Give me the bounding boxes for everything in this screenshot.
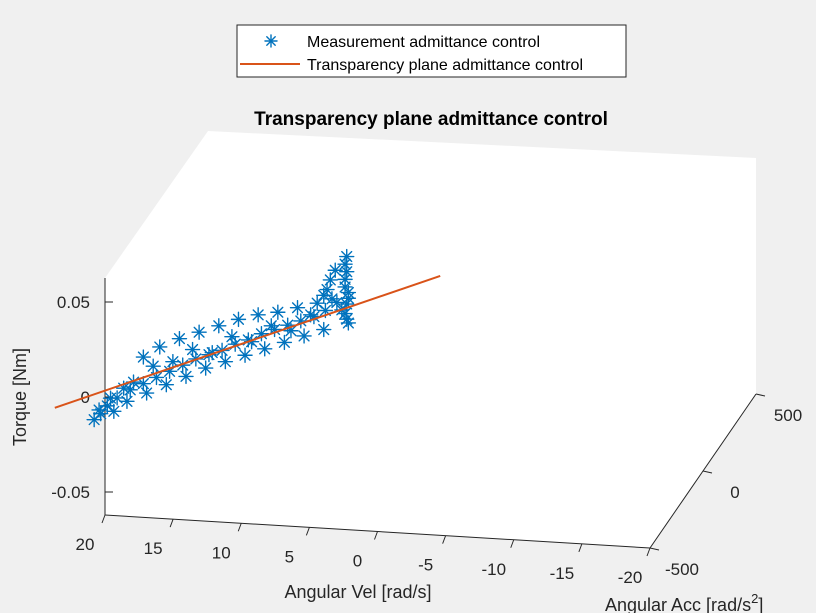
- x-tick-label: 0: [353, 552, 362, 571]
- scatter-point: [289, 300, 306, 316]
- x-tick-label: 10: [212, 543, 231, 562]
- y-axis-label-main: Angular Acc [rad/s: [605, 595, 751, 613]
- x-tick-mark: [510, 539, 515, 548]
- y-tick-label: -500: [665, 560, 699, 579]
- y-tick-mark: [702, 470, 713, 474]
- scatter-point: [276, 334, 293, 351]
- scatter-point: [197, 360, 214, 376]
- scatter-point: [145, 358, 161, 374]
- x-tick-mark: [646, 547, 651, 557]
- scatter-point: [309, 295, 325, 311]
- scatter-point: [293, 313, 309, 329]
- scatter-point: [152, 339, 168, 355]
- scatter-point: [106, 403, 122, 420]
- x-tick-label: -10: [481, 560, 506, 579]
- y-axis-label: Angular Acc [rad/s2]: [605, 591, 763, 613]
- z-axis-label: Torque [Nm]: [10, 348, 30, 446]
- scatter-point: [211, 318, 227, 334]
- x-tick-mark: [169, 518, 174, 528]
- scatter-point: [237, 347, 253, 363]
- y-tick-mark: [649, 547, 660, 551]
- scatter-point: [86, 411, 102, 428]
- scatter-point: [339, 248, 355, 265]
- scatter-point: [184, 341, 201, 358]
- scatter-point: [91, 402, 107, 418]
- x-tick-mark: [578, 543, 583, 553]
- z-tick-label: 0.05: [57, 293, 90, 312]
- y-axis-label-close: ]: [758, 595, 763, 613]
- scatter-point: [257, 341, 273, 357]
- axes-back-plane: [105, 131, 756, 548]
- legend-marker-measurement: [264, 34, 278, 48]
- x-tick-mark: [374, 531, 378, 540]
- x-tick-label: -5: [418, 556, 433, 575]
- scatter-point: [171, 330, 188, 347]
- scatter-point: [102, 390, 119, 406]
- x-tick-label: 15: [144, 539, 163, 558]
- scatter-point: [135, 349, 152, 365]
- x-tick-mark: [237, 523, 242, 532]
- scatter-point: [158, 377, 175, 393]
- x-tick-label: -20: [618, 568, 643, 587]
- x-tick-label: -15: [550, 564, 575, 583]
- y-tick-label: 500: [774, 406, 802, 425]
- scatter-point: [119, 393, 135, 410]
- x-ticks: 20 15 10 5 0 -5 -10 -15 -20: [76, 514, 651, 587]
- scatter-point: [165, 353, 181, 370]
- scatter-point: [339, 264, 355, 280]
- scatter-point: [191, 324, 207, 340]
- scatter-point: [270, 304, 286, 320]
- scatter-point: [316, 321, 332, 338]
- scatter-point: [322, 272, 339, 288]
- scatter-point: [329, 294, 345, 311]
- y-tick-mark: [755, 393, 766, 397]
- scatter-point: [250, 307, 266, 323]
- scatter-point: [230, 311, 247, 328]
- legend: Measurement admittance control Transpare…: [236, 24, 627, 78]
- y-tick-label: 0: [730, 483, 739, 502]
- legend-asterisk: [264, 34, 278, 48]
- scatter-point: [138, 385, 155, 401]
- scatter-point: [178, 368, 194, 385]
- transparency-plane-line: [54, 274, 441, 409]
- z-tick-label: -0.05: [51, 483, 90, 502]
- legend-label-transparency-plane: Transparency plane admittance control: [307, 57, 583, 74]
- x-tick-mark: [442, 535, 447, 544]
- x-tick-label: 20: [76, 535, 95, 554]
- scatter-point: [340, 315, 357, 331]
- legend-box: [236, 24, 627, 78]
- legend-label-measurement: Measurement admittance control: [307, 34, 540, 51]
- scatter-point: [296, 328, 312, 344]
- x-tick-label: 5: [285, 547, 294, 566]
- y-ticks: -500 0 500: [649, 393, 802, 579]
- y-axis-label-sup: 2: [751, 591, 758, 606]
- x-axis-label: Angular Vel [rad/s]: [284, 582, 431, 602]
- scatter-point: [263, 318, 279, 334]
- x-tick-mark: [305, 527, 310, 536]
- scatter-point: [224, 329, 240, 345]
- scatter-point: [217, 353, 234, 370]
- plot-area: [54, 248, 441, 428]
- x-tick-mark: [101, 514, 106, 524]
- chart-title: Transparency plane admittance control: [254, 109, 608, 130]
